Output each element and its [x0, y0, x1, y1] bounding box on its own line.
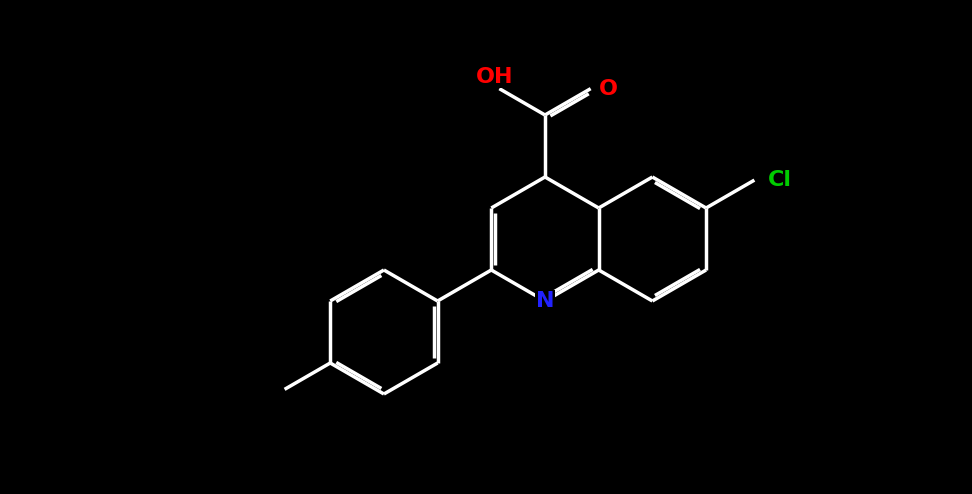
Text: Cl: Cl: [768, 170, 791, 190]
Text: N: N: [536, 291, 554, 311]
Text: OH: OH: [475, 67, 513, 86]
Text: O: O: [599, 79, 618, 99]
